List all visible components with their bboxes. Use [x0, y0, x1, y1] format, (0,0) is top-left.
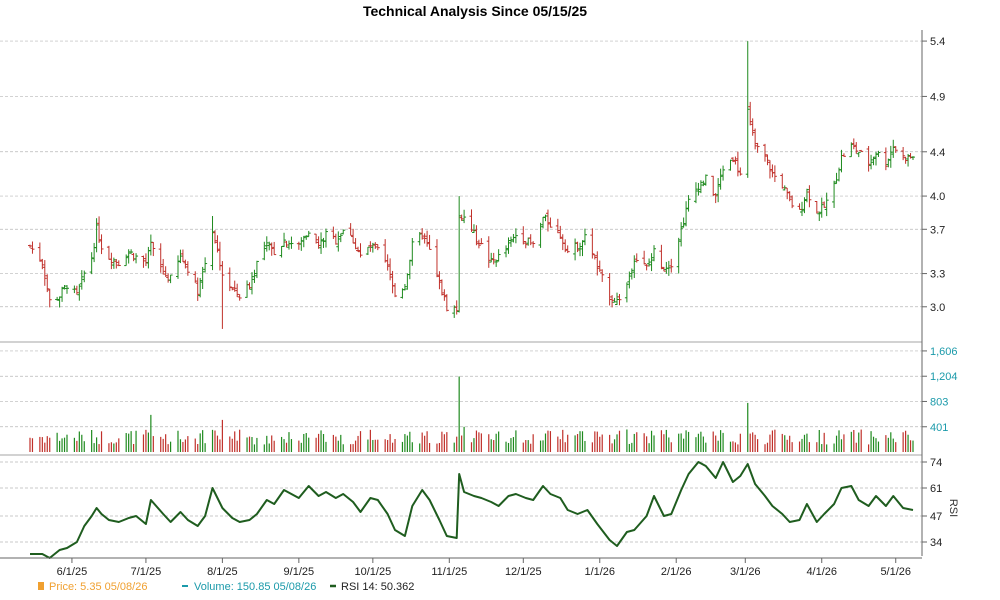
price-tick-label: 4.9 [930, 91, 945, 103]
x-tick-label: 7/1/25 [131, 566, 162, 578]
rsi-legend-text: RSI 14: 50.362 [341, 581, 414, 593]
price-tick-label: 3.3 [930, 269, 945, 281]
rsi-tick-label: 74 [930, 457, 942, 469]
x-tick-label: 4/1/26 [806, 566, 837, 578]
x-tick-label: 5/1/26 [880, 566, 911, 578]
x-tick-label: 11/1/25 [431, 566, 467, 578]
rsi-series-path [30, 461, 914, 559]
rsi-line [30, 461, 914, 559]
x-tick-label: 1/1/26 [584, 566, 615, 578]
x-tick-label: 9/1/25 [284, 566, 315, 578]
rsi-axis-label: RSI [947, 499, 959, 517]
price-tick-label: 5.4 [930, 36, 945, 48]
chart-title: Technical Analysis Since 05/15/25 [363, 3, 587, 19]
price-tick-label: 3.7 [930, 224, 945, 236]
volume-legend-text: Volume: 150.85 05/08/26 [194, 581, 316, 593]
rsi-tick-label: 61 [930, 483, 942, 495]
grid-lines [0, 40, 922, 543]
x-tick-label: 6/1/25 [57, 566, 88, 578]
volume-tick-label: 1,204 [930, 371, 958, 383]
x-tick-label: 2/1/26 [661, 566, 692, 578]
rsi-tick-label: 47 [930, 511, 942, 523]
price-tick-label: 4.0 [930, 191, 945, 203]
x-tick-label: 10/1/25 [354, 566, 391, 578]
price-bars [28, 41, 915, 329]
volume-tick-label: 803 [930, 396, 948, 408]
price-tick-label: 3.0 [930, 302, 945, 314]
rsi-tick-label: 34 [930, 537, 942, 549]
price-legend-swatch [38, 582, 44, 590]
price-tick-label: 4.4 [930, 147, 945, 159]
x-tick-label: 3/1/26 [730, 566, 761, 578]
volume-bars [29, 376, 914, 452]
x-tick-label: 8/1/25 [207, 566, 238, 578]
legend: Price: 5.35 05/08/26 Volume: 150.85 05/0… [38, 581, 414, 593]
x-tick-label: 12/1/25 [505, 566, 542, 578]
price-legend-text: Price: 5.35 05/08/26 [49, 581, 147, 593]
volume-tick-label: 1,606 [930, 346, 958, 358]
axes: 3.0 3.3 3.7 4.0 4.4 4.9 5.4 401 803 1,204 1,606 34 4… [0, 30, 958, 578]
volume-tick-label: 401 [930, 422, 948, 434]
